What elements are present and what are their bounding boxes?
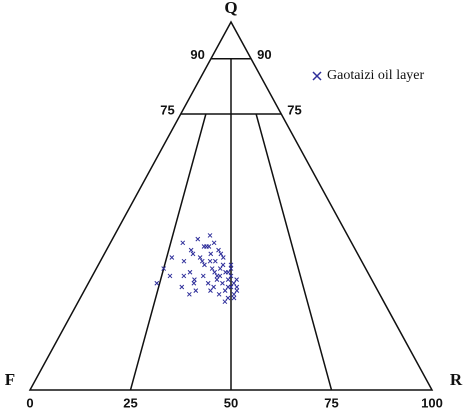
q-tick-label: 90 [190,47,204,62]
point [200,273,206,279]
legend-marker [312,71,322,81]
point [208,251,214,257]
point [167,273,173,279]
point [211,284,216,290]
q-tick-label: 90 [257,47,271,62]
point [217,266,223,271]
vertex-r: R [450,370,463,389]
point [154,280,160,286]
point [186,291,192,297]
point [190,251,196,257]
point [207,233,213,238]
point [208,288,213,293]
point [193,288,199,293]
vertex-f: F [5,370,15,389]
r-tick-label: 25 [123,395,137,410]
point [212,269,217,275]
point [180,240,186,246]
point [209,266,215,271]
point [234,288,240,293]
point [212,258,218,264]
point [216,291,222,297]
point [179,284,185,290]
point [234,284,240,290]
q-tick-label: 75 [160,102,174,117]
r-tick-label: 50 [224,395,238,410]
vertex-q: Q [224,0,237,17]
point [169,255,175,260]
point [181,258,187,264]
r-line [129,113,207,391]
point [220,255,226,260]
point [187,269,193,275]
point [225,284,231,290]
point [225,269,231,275]
point [225,295,231,301]
point [195,236,201,242]
legend-label: Gaotaizi oil layer [327,68,425,83]
point [199,258,205,264]
point [202,262,207,268]
point [216,247,221,253]
point [220,262,226,268]
point [228,266,234,271]
point [197,255,203,260]
point [191,280,197,286]
point [218,251,224,257]
point [205,280,211,286]
point [161,266,167,271]
point [204,244,209,249]
point [211,240,217,246]
point [228,262,234,268]
q-tick-label: 75 [287,102,301,117]
point [228,273,234,279]
point [234,277,239,282]
point [220,280,225,286]
r-tick-label: 75 [324,395,338,410]
point [231,291,237,297]
point [217,273,223,279]
point [188,247,194,253]
point [222,299,228,305]
point [231,280,237,286]
point [225,277,231,282]
r-tick-label: 0 [26,395,33,410]
point [231,295,237,301]
point [181,273,187,279]
r-tick-label: 100 [421,395,443,410]
point [207,258,213,264]
point [192,277,197,282]
r-line [255,113,333,391]
